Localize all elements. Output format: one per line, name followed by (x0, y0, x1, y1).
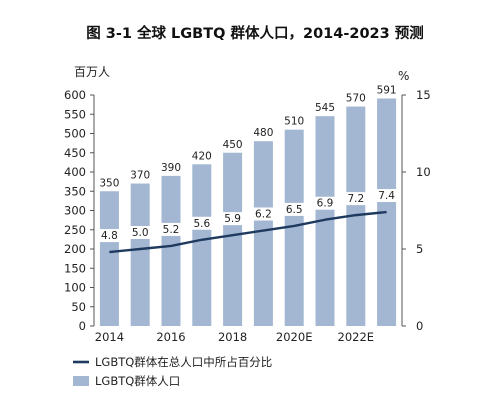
bar-value-label: 591 (377, 84, 397, 96)
line-value-label: 6.2 (255, 209, 272, 221)
legend: LGBTQ群体在总人口中所占百分比 LGBTQ群体人口 (73, 355, 272, 388)
x-axis-tick-label: 2014 (95, 330, 124, 344)
line-label-bg (190, 216, 213, 230)
bar-value-label: 350 (99, 177, 119, 189)
line-value-label: 7.4 (378, 190, 395, 202)
line-label-bg (344, 192, 367, 206)
line-label-bg (160, 222, 182, 236)
line-value-label: 5.9 (224, 213, 241, 225)
bar-value-label: 480 (253, 127, 273, 139)
legend-bar-label: LGBTQ群体人口 (95, 374, 180, 388)
line-label-bg (98, 229, 121, 243)
bar-2019 (253, 141, 273, 326)
x-axis-tick-label: 2018 (218, 330, 247, 344)
right-axis-tick-label: 5 (416, 242, 423, 256)
left-axis-tick-label: 300 (64, 204, 86, 218)
bar-value-label: 420 (192, 150, 212, 162)
line-value-label: 5.6 (193, 218, 210, 230)
percent-line (109, 210, 387, 254)
bar-2016 (161, 175, 181, 326)
line-value-label: 6.5 (286, 204, 303, 216)
left-axis-tick-label: 500 (64, 127, 86, 141)
line-value-label: 6.9 (317, 198, 334, 210)
bar-2021E (315, 116, 335, 326)
bar-2017 (192, 164, 212, 326)
bar-value-label: 510 (284, 116, 304, 128)
right-axis-tick-label: 10 (416, 165, 431, 179)
right-axis-unit: % (398, 69, 409, 83)
left-axis-unit: 百万人 (74, 65, 110, 79)
left-axis-tick-label: 450 (64, 146, 86, 160)
line-label-bg (221, 212, 244, 226)
bar-value-label: 545 (315, 102, 335, 114)
legend-bar-swatch (73, 376, 89, 386)
bar-value-label: 450 (223, 139, 243, 151)
left-axis-tick-label: 600 (64, 88, 86, 102)
bar-2015 (130, 183, 150, 326)
left-axis-tick-label: 200 (64, 242, 86, 256)
x-axis-tick-label: 2020E (276, 330, 313, 344)
bar-value-label: 390 (161, 162, 181, 174)
left-axis-tick-label: 250 (64, 223, 86, 237)
chart-title: 图 3-1 全球 LGBTQ 群体人口，2014-2023 预测 (86, 24, 424, 42)
left-axis-tick-label: 550 (64, 107, 86, 121)
line-label-bg (375, 189, 398, 203)
bar-2018 (223, 152, 243, 326)
plot-area: 0501001502002503003504004505005506000510… (64, 84, 431, 344)
line-label-bg (283, 202, 306, 216)
line-value-label: 5.0 (132, 227, 149, 239)
left-axis-tick-label: 0 (79, 319, 86, 333)
right-axis-tick-label: 0 (416, 319, 423, 333)
left-axis-tick-label: 400 (64, 165, 86, 179)
line-value-label: 7.2 (347, 193, 364, 205)
bar-value-label: 570 (346, 93, 366, 105)
line-value-label: 5.2 (163, 224, 180, 236)
right-axis-tick-label: 15 (416, 88, 431, 102)
bar-2014 (99, 191, 119, 326)
line-label-bg (252, 207, 275, 221)
left-axis-tick-label: 150 (64, 261, 86, 275)
line-label-bg (314, 196, 336, 210)
bar-2020E (284, 129, 304, 326)
x-axis-tick-label: 2022E (338, 330, 375, 344)
x-axis-tick-label: 2016 (156, 330, 185, 344)
line-value-label: 4.8 (101, 230, 118, 242)
left-axis-tick-label: 100 (64, 281, 86, 295)
line-label-bg (129, 226, 152, 239)
bar-value-label: 370 (130, 170, 150, 182)
left-axis-tick-label: 50 (71, 300, 86, 314)
legend-line-label: LGBTQ群体在总人口中所占百分比 (95, 355, 272, 369)
left-axis-tick-label: 350 (64, 184, 86, 198)
